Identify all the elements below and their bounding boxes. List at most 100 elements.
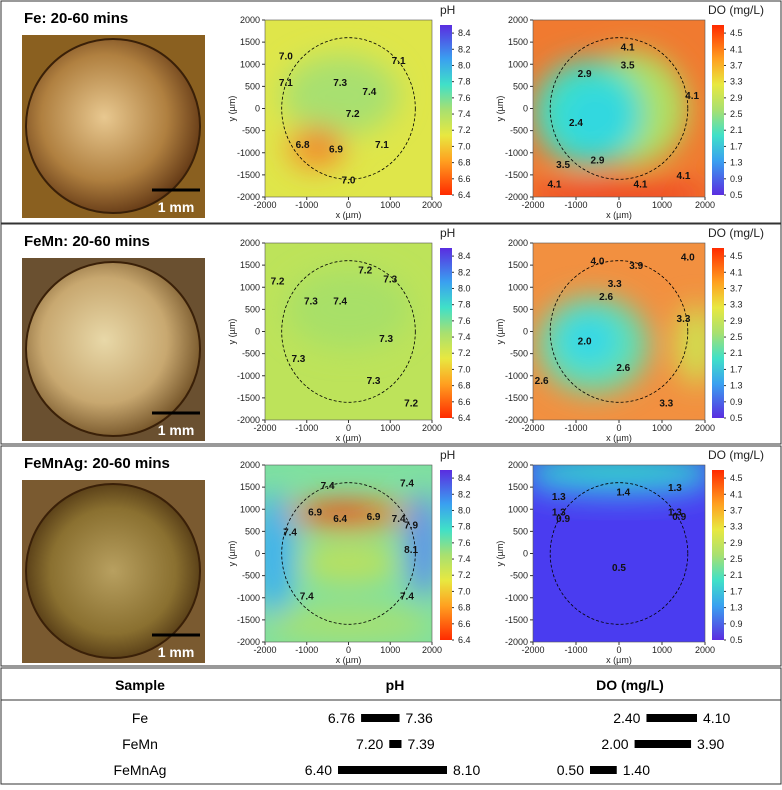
colorbar-tick-label: 1.3: [730, 603, 743, 613]
colorbar-tick-label: 4.5: [730, 251, 743, 261]
contour-label: 2.6: [599, 292, 613, 303]
table-header: Sample: [115, 677, 165, 693]
x-tick-label: 2000: [422, 645, 442, 655]
y-axis-label: y (µm): [495, 96, 505, 122]
contour-label: 7.0: [342, 175, 356, 186]
contour-label: 2.4: [569, 118, 583, 129]
y-tick-label: -1000: [505, 371, 528, 381]
x-tick-label: 1000: [652, 645, 672, 655]
colorbar-tick-label: 2.1: [730, 348, 743, 358]
colorbar-tick-label: 4.1: [730, 489, 743, 499]
contour-label: 3.9: [629, 261, 643, 272]
x-tick-label: -1000: [295, 423, 318, 433]
colorbar-tick-label: 6.8: [458, 603, 471, 613]
x-tick-label: -2000: [521, 200, 544, 210]
contour-label: 7.3: [333, 78, 347, 89]
contour-label: 1.3: [668, 483, 682, 494]
colorbar-tick-label: 8.0: [458, 505, 471, 515]
colorbar-tick-label: 8.2: [458, 44, 471, 54]
y-axis-label: y (µm): [227, 96, 237, 122]
panel-title: FeMn: 20-60 mins: [24, 233, 150, 250]
colorbar-tick-label: 2.1: [730, 125, 743, 135]
y-tick-label: -500: [510, 349, 528, 359]
sample-name: FeMn: [122, 736, 158, 752]
sample-outline: [549, 260, 689, 403]
colorbar-tick-label: 1.3: [730, 158, 743, 168]
contour-label: 7.1: [279, 78, 293, 89]
contour-label: 3.3: [659, 398, 673, 409]
colorbar-tick-label: 7.0: [458, 141, 471, 151]
sample-outline: [549, 37, 689, 180]
contour-label: 1.3: [552, 492, 566, 503]
y-tick-label: -1500: [505, 170, 528, 180]
x-tick-label: 0: [616, 423, 621, 433]
colorbar-tick-label: 3.7: [730, 60, 743, 70]
colorbar: [440, 25, 452, 195]
colorbar: [712, 248, 724, 418]
contour-label: 7.0: [279, 51, 293, 62]
colorbar-tick-label: 3.7: [730, 283, 743, 293]
y-tick-label: -2000: [237, 192, 260, 202]
colorbar-title: pH: [440, 226, 455, 240]
heatmap-field: [533, 465, 705, 499]
x-tick-label: 2000: [695, 645, 715, 655]
colorbar-tick-label: 7.4: [458, 554, 471, 564]
colorbar-tick-label: 6.8: [458, 158, 471, 168]
range-bar: [338, 766, 447, 774]
y-tick-label: -2000: [237, 637, 260, 647]
colorbar-tick-label: 6.4: [458, 635, 471, 645]
range-max-label: 3.90: [697, 736, 724, 752]
y-tick-label: -1000: [505, 148, 528, 158]
contour-label: 7.3: [367, 376, 381, 387]
x-tick-label: 1000: [652, 423, 672, 433]
y-tick-label: 1500: [508, 37, 528, 47]
colorbar-tick-label: 4.1: [730, 267, 743, 277]
range-min-label: 2.00: [601, 736, 628, 752]
contour-label: 0.9: [556, 514, 570, 525]
x-tick-label: -2000: [253, 645, 276, 655]
colorbar-tick-label: 7.8: [458, 300, 471, 310]
y-tick-label: -1500: [237, 393, 260, 403]
x-tick-label: -1000: [564, 200, 587, 210]
colorbar-tick-label: 7.8: [458, 522, 471, 532]
heatmap-blob: [674, 304, 705, 385]
contour-label: 7.4: [300, 592, 314, 603]
y-tick-label: 500: [245, 81, 260, 91]
y-tick-label: 500: [513, 81, 528, 91]
colorbar-tick-label: 1.7: [730, 586, 743, 596]
contour-label: 6.9: [367, 512, 381, 523]
table-header: pH: [386, 677, 405, 693]
colorbar-tick-label: 3.7: [730, 505, 743, 515]
range-min-label: 2.40: [613, 710, 640, 726]
y-tick-label: -500: [510, 126, 528, 136]
heatmap-blob: [298, 540, 399, 585]
range-min-label: 7.20: [356, 736, 383, 752]
scale-bar-label: 1 mm: [158, 199, 195, 215]
colorbar: [712, 470, 724, 640]
contour-label: 6.8: [296, 140, 310, 151]
y-tick-label: 2000: [240, 15, 260, 25]
y-tick-label: 500: [513, 304, 528, 314]
x-tick-label: 2000: [422, 423, 442, 433]
heatmap: [533, 20, 705, 197]
y-tick-label: 0: [523, 327, 528, 337]
contour-label: 7.4: [400, 479, 414, 490]
colorbar-tick-label: 7.6: [458, 316, 471, 326]
range-max-label: 7.39: [407, 736, 434, 752]
colorbar-tick-label: 0.5: [730, 413, 743, 423]
colorbar-tick-label: 8.2: [458, 267, 471, 277]
contour-label: 6.4: [333, 514, 347, 525]
contour-label: 7.2: [271, 277, 285, 288]
x-tick-label: 2000: [695, 423, 715, 433]
contour-label: 1.3: [668, 507, 682, 518]
colorbar-tick-label: 0.5: [730, 635, 743, 645]
heatmap: [265, 465, 432, 642]
y-tick-label: -1000: [237, 371, 260, 381]
colorbar-tick-label: 8.0: [458, 283, 471, 293]
contour-label: 3.3: [608, 279, 622, 290]
table-border: [0, 667, 782, 785]
sample-outline: [281, 260, 416, 403]
sample-name: Fe: [132, 710, 149, 726]
sample-outline: [549, 482, 689, 625]
